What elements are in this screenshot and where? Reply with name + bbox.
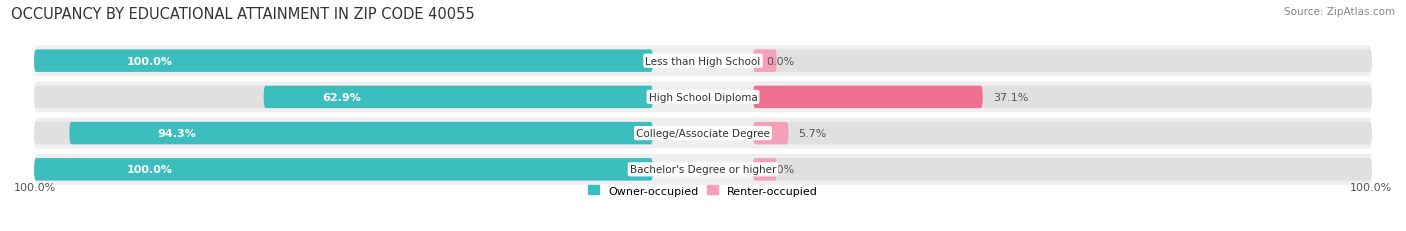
FancyBboxPatch shape (34, 86, 652, 109)
Text: 100.0%: 100.0% (14, 183, 56, 193)
FancyBboxPatch shape (754, 50, 776, 73)
Text: OCCUPANCY BY EDUCATIONAL ATTAINMENT IN ZIP CODE 40055: OCCUPANCY BY EDUCATIONAL ATTAINMENT IN Z… (11, 7, 475, 22)
FancyBboxPatch shape (34, 158, 652, 181)
FancyBboxPatch shape (34, 158, 652, 181)
FancyBboxPatch shape (754, 122, 1372, 145)
Text: College/Associate Degree: College/Associate Degree (636, 128, 770, 139)
Text: 5.7%: 5.7% (799, 128, 827, 139)
FancyBboxPatch shape (754, 86, 1372, 109)
Text: 0.0%: 0.0% (766, 165, 794, 175)
FancyBboxPatch shape (34, 118, 1372, 149)
FancyBboxPatch shape (34, 50, 652, 73)
Text: 100.0%: 100.0% (1350, 183, 1392, 193)
FancyBboxPatch shape (754, 158, 1372, 181)
FancyBboxPatch shape (34, 50, 652, 73)
FancyBboxPatch shape (34, 82, 1372, 113)
Legend: Owner-occupied, Renter-occupied: Owner-occupied, Renter-occupied (588, 186, 818, 196)
FancyBboxPatch shape (754, 158, 776, 181)
Text: Less than High School: Less than High School (645, 56, 761, 66)
FancyBboxPatch shape (754, 50, 1372, 73)
Text: 62.9%: 62.9% (322, 92, 361, 103)
FancyBboxPatch shape (754, 86, 983, 109)
Text: 0.0%: 0.0% (766, 56, 794, 66)
Text: 100.0%: 100.0% (127, 56, 173, 66)
FancyBboxPatch shape (754, 122, 789, 145)
Text: Source: ZipAtlas.com: Source: ZipAtlas.com (1284, 7, 1395, 17)
FancyBboxPatch shape (34, 154, 1372, 185)
FancyBboxPatch shape (34, 46, 1372, 77)
Text: Bachelor's Degree or higher: Bachelor's Degree or higher (630, 165, 776, 175)
FancyBboxPatch shape (69, 122, 652, 145)
Text: High School Diploma: High School Diploma (648, 92, 758, 103)
FancyBboxPatch shape (34, 122, 652, 145)
FancyBboxPatch shape (264, 86, 652, 109)
Text: 100.0%: 100.0% (127, 165, 173, 175)
Text: 94.3%: 94.3% (157, 128, 195, 139)
Text: 37.1%: 37.1% (993, 92, 1028, 103)
